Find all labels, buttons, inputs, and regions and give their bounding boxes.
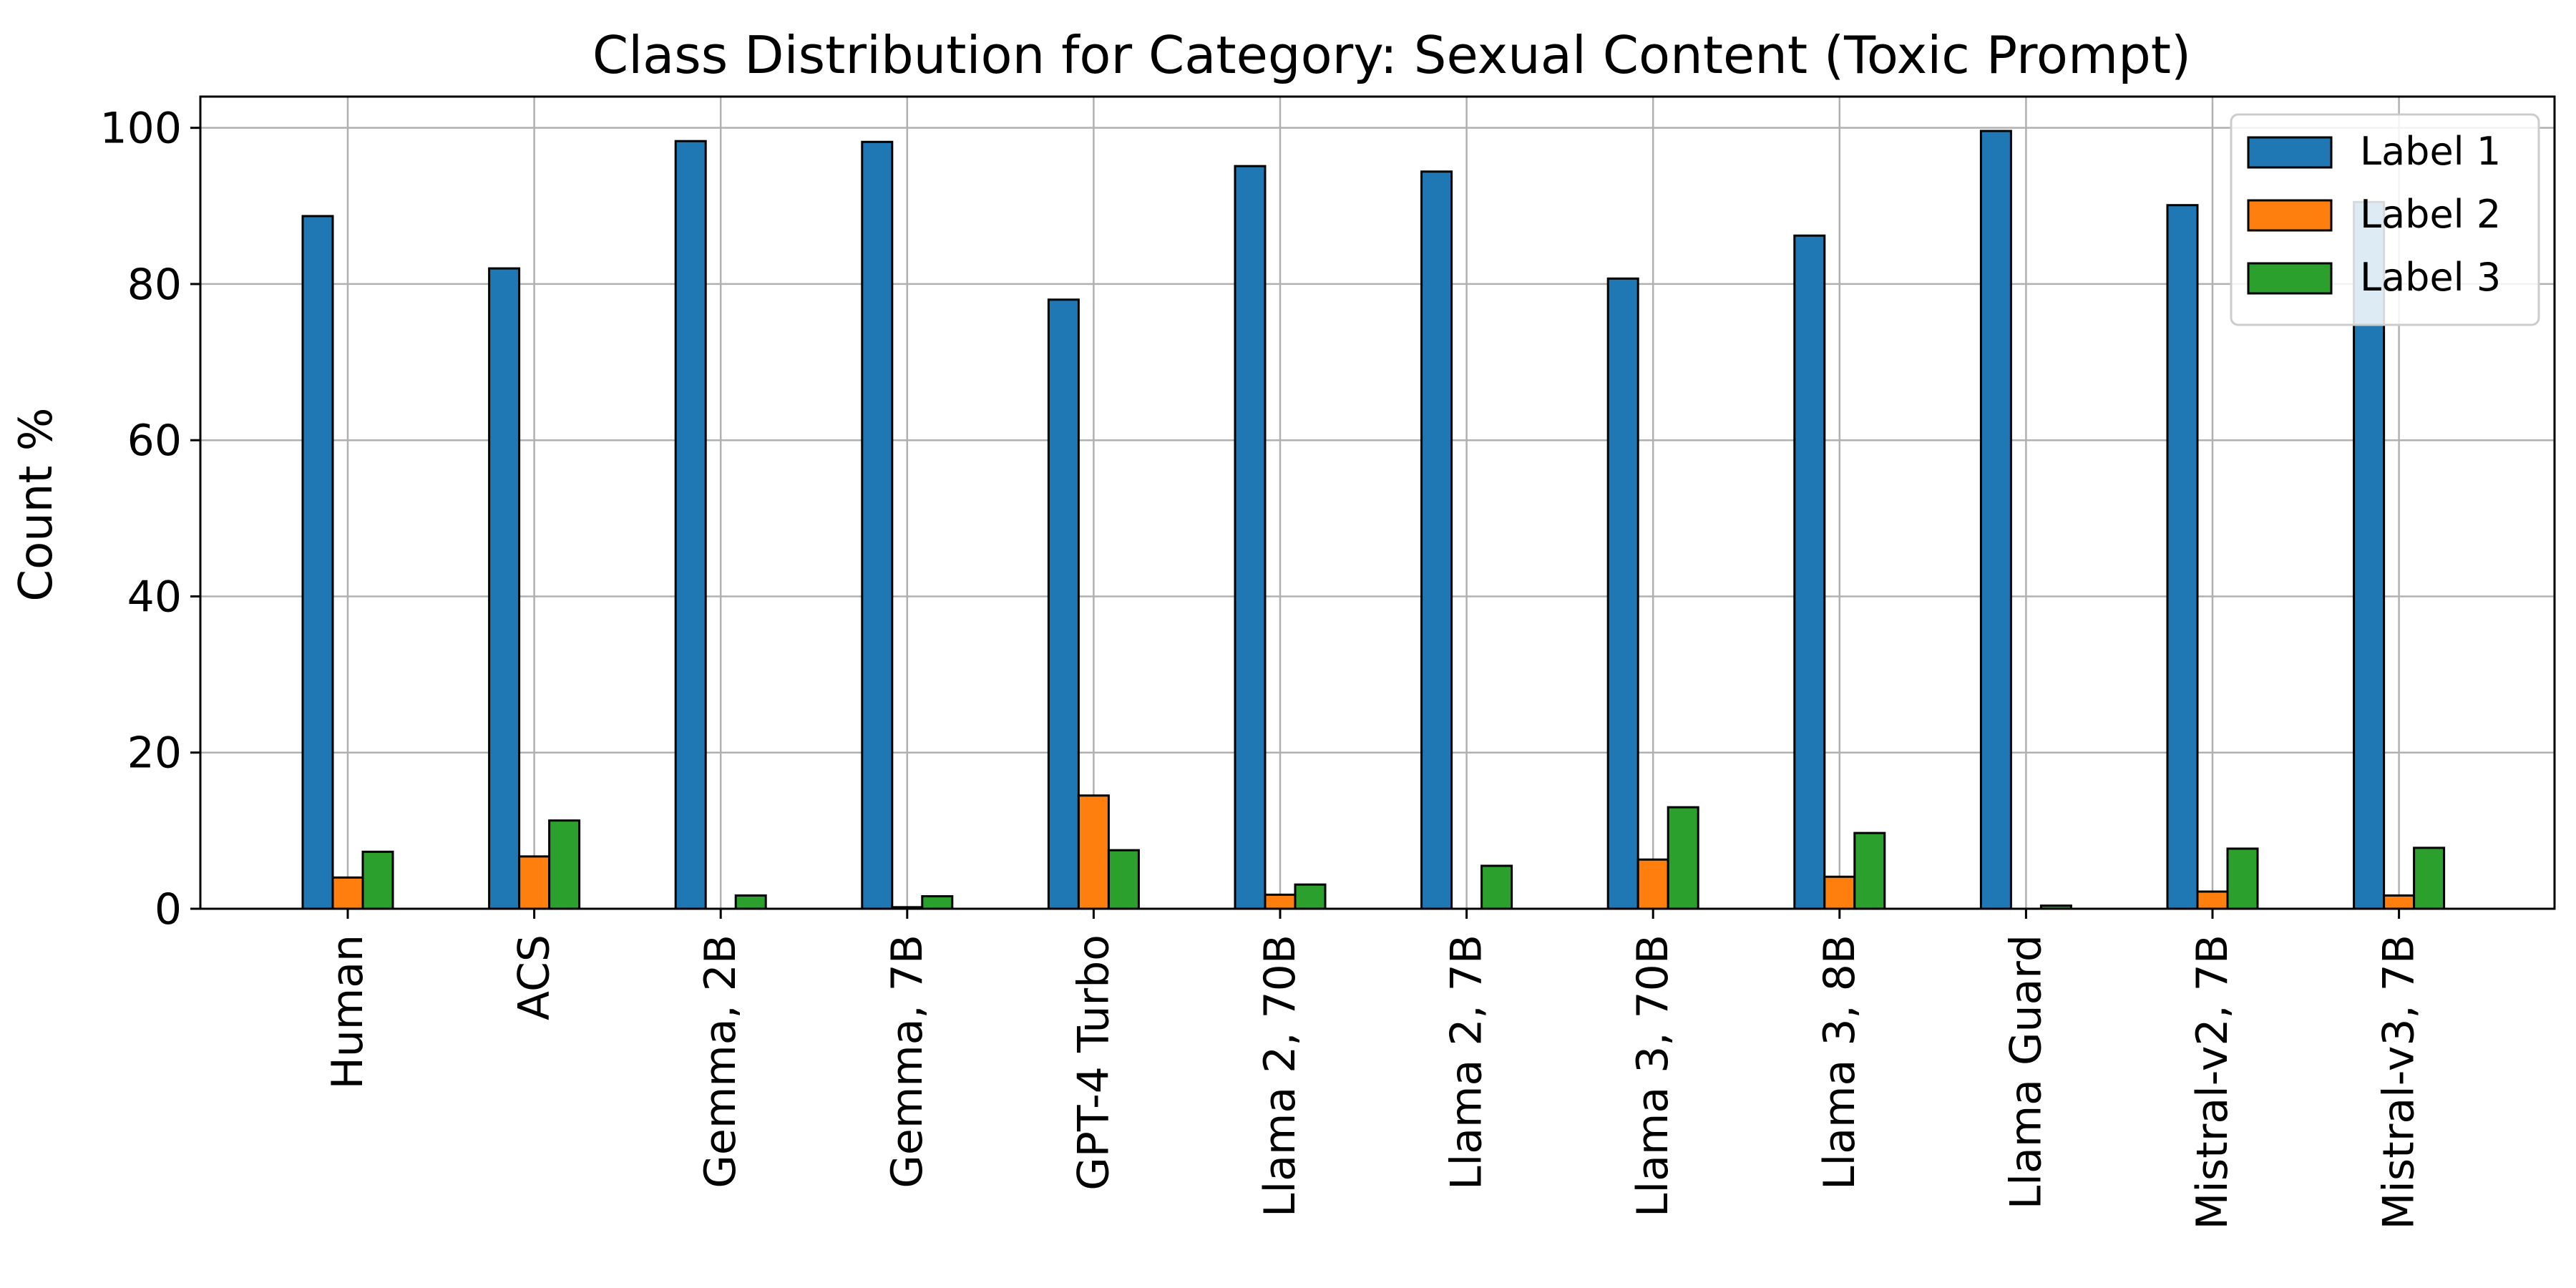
x-tick-label: Mistral-v2, 7B xyxy=(2187,935,2238,1230)
bar-label-1 xyxy=(2166,204,2199,910)
bar-label-2 xyxy=(2383,894,2416,910)
y-tick-label: 80 xyxy=(127,260,182,310)
x-tick-label: ACS xyxy=(509,935,560,1020)
x-tick-label: Gemma, 7B xyxy=(882,935,932,1189)
bar-label-1 xyxy=(1420,170,1453,910)
x-tick-label: Llama 3, 70B xyxy=(1628,935,1678,1217)
bars xyxy=(301,130,2446,910)
bar-label-3 xyxy=(1853,831,1886,910)
x-tick-label: Mistral-v3, 7B xyxy=(2374,935,2424,1230)
bar-label-3 xyxy=(734,894,767,910)
y-tick-label: 60 xyxy=(127,416,182,466)
bar-label-1 xyxy=(488,267,521,910)
bar-label-1 xyxy=(1606,277,1639,910)
legend-label: Label 3 xyxy=(2360,255,2501,300)
bar-label-1 xyxy=(301,215,334,910)
y-tick-label: 40 xyxy=(127,572,182,622)
x-tick-label: Llama 2, 7B xyxy=(1442,935,1492,1190)
x-axis-ticks: Human ACS Gemma, 2B Gemma, 7B GPT-4 Turbo Lla… xyxy=(323,909,2424,1230)
x-tick-label: Llama 3, 8B xyxy=(1815,935,1865,1190)
y-tick-label: 20 xyxy=(127,728,182,779)
bar-label-1 xyxy=(861,140,894,910)
legend: Label 1 Label 2 Label 3 xyxy=(2230,113,2540,326)
bar-label-3 xyxy=(2226,847,2259,910)
bar-label-3 xyxy=(1294,883,1327,910)
bar-label-1 xyxy=(1979,130,2012,910)
bar-label-2 xyxy=(331,876,364,910)
plot-area-frame xyxy=(199,95,2556,910)
y-tick-label: 0 xyxy=(155,884,182,935)
x-tick-label: Llama 2, 70B xyxy=(1255,935,1305,1217)
bar-label-2 xyxy=(2196,890,2229,910)
bar-label-3 xyxy=(921,895,954,910)
legend-swatch xyxy=(2247,199,2333,232)
bar-label-1 xyxy=(1234,165,1267,910)
bar-label-2 xyxy=(1636,858,1669,910)
chart-title: Class Distribution for Category: Sexual … xyxy=(592,25,2191,85)
bar-label-2 xyxy=(518,855,551,910)
y-axis-ticks: 0 20 40 60 80 100 xyxy=(99,104,200,935)
bar-label-1 xyxy=(674,140,707,910)
bar-label-1 xyxy=(1793,234,1826,910)
x-tick-label: Gemma, 2B xyxy=(696,935,746,1189)
bar-label-3 xyxy=(2413,847,2446,910)
bar-label-3 xyxy=(1667,806,1699,910)
bar-label-3 xyxy=(548,819,581,910)
bar-label-2 xyxy=(1264,893,1297,910)
bar-label-3 xyxy=(361,850,394,910)
bar-label-3 xyxy=(1107,849,1140,910)
y-tick-label: 100 xyxy=(99,104,182,154)
bar-label-3 xyxy=(1480,864,1513,910)
x-tick-label: Llama Guard xyxy=(2001,935,2051,1209)
legend-swatch xyxy=(2247,136,2333,169)
legend-label: Label 1 xyxy=(2360,129,2501,174)
legend-swatch xyxy=(2247,262,2333,295)
x-tick-label: Human xyxy=(323,935,373,1089)
bar-label-2 xyxy=(1823,875,1856,910)
x-tick-label: GPT-4 Turbo xyxy=(1068,935,1118,1191)
legend-label: Label 2 xyxy=(2360,192,2501,237)
bar-label-2 xyxy=(1077,794,1110,910)
grid-lines xyxy=(200,97,2555,910)
y-axis-label: Count % xyxy=(10,407,63,601)
bar-label-1 xyxy=(1047,298,1080,910)
